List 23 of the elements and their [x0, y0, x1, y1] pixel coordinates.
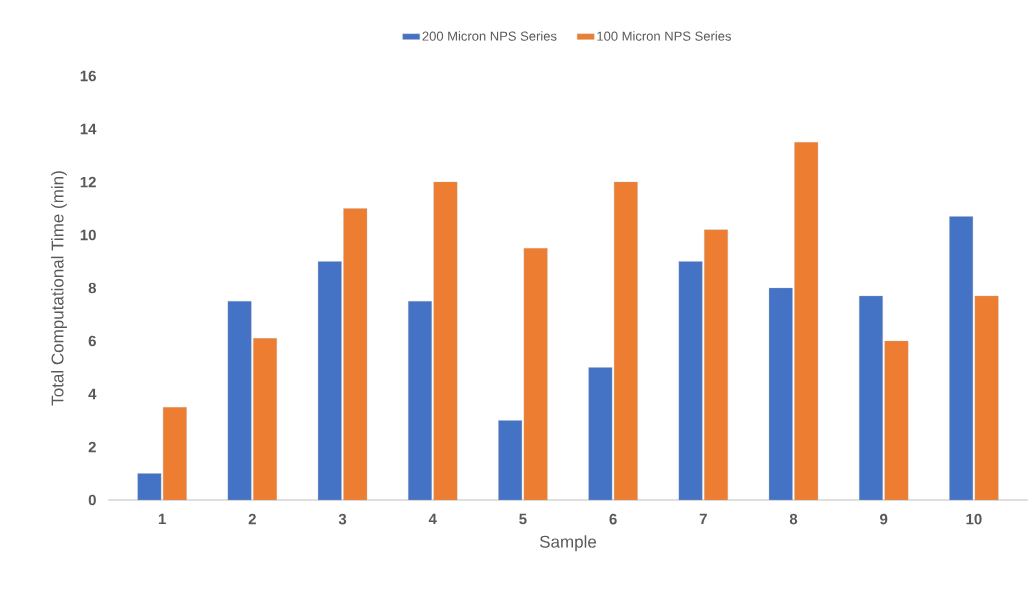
- x-axis-title: Sample: [539, 535, 597, 552]
- y-tick-label: 6: [88, 335, 96, 347]
- x-tick-label: 3: [338, 513, 347, 525]
- y-tick-label: 8: [88, 282, 97, 294]
- legend-label: 100 Micron NPS Series: [597, 31, 731, 41]
- legend-label: 200 Micron NPS Series: [422, 31, 557, 41]
- x-tick-label: 2: [248, 513, 256, 525]
- x-tick-label: 8: [789, 513, 798, 525]
- x-tick-label: 9: [880, 513, 888, 525]
- x-tick-label: 6: [609, 513, 617, 525]
- x-tick-label: 10: [966, 513, 982, 525]
- y-tick-label: 4: [88, 388, 97, 400]
- x-tick-label: 1: [158, 513, 166, 525]
- y-tick-label: 16: [80, 70, 96, 82]
- x-tick-label: 7: [699, 513, 707, 525]
- y-tick-label: 10: [80, 229, 96, 241]
- x-tick-label: 4: [428, 513, 437, 525]
- x-tick-label: 5: [519, 513, 527, 525]
- y-tick-label: 12: [80, 176, 96, 188]
- y-tick-label: 2: [88, 441, 96, 453]
- y-tick-label: 14: [80, 123, 97, 135]
- y-axis-title: Total Computational Time (min): [51, 171, 67, 406]
- y-tick-label: 0: [88, 494, 96, 506]
